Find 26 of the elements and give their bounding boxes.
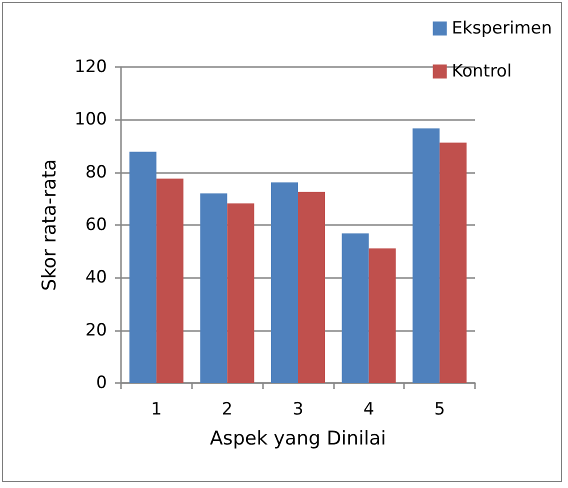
bar <box>227 203 254 383</box>
bar <box>440 142 467 383</box>
legend-label: Kontrol <box>452 62 512 82</box>
x-tick-label: 1 <box>150 400 162 420</box>
x-axis-title: Aspek yang Dinilai <box>210 428 386 450</box>
bar <box>156 178 184 383</box>
y-tick-label: 40 <box>85 268 107 288</box>
bar <box>342 233 369 383</box>
y-tick-label: 60 <box>85 215 107 235</box>
bar <box>412 128 440 383</box>
legend-label: Eksperimen <box>452 18 552 38</box>
y-tick-label: 20 <box>85 320 107 340</box>
y-tick-label: 100 <box>74 110 107 130</box>
y-axis-title: Skor rata-rata <box>38 159 60 291</box>
x-tick-label: 3 <box>292 400 304 420</box>
bar <box>271 182 298 383</box>
y-tick-label: 80 <box>85 162 107 182</box>
bar <box>368 248 396 383</box>
bar <box>298 192 325 383</box>
y-tick-label: 0 <box>96 373 107 393</box>
y-tick-label: 120 <box>74 57 107 77</box>
x-tick-label: 2 <box>222 400 233 420</box>
bar <box>200 193 228 383</box>
x-tick-label: 5 <box>434 400 446 420</box>
bar <box>129 152 156 383</box>
x-tick-label: 4 <box>363 400 374 420</box>
